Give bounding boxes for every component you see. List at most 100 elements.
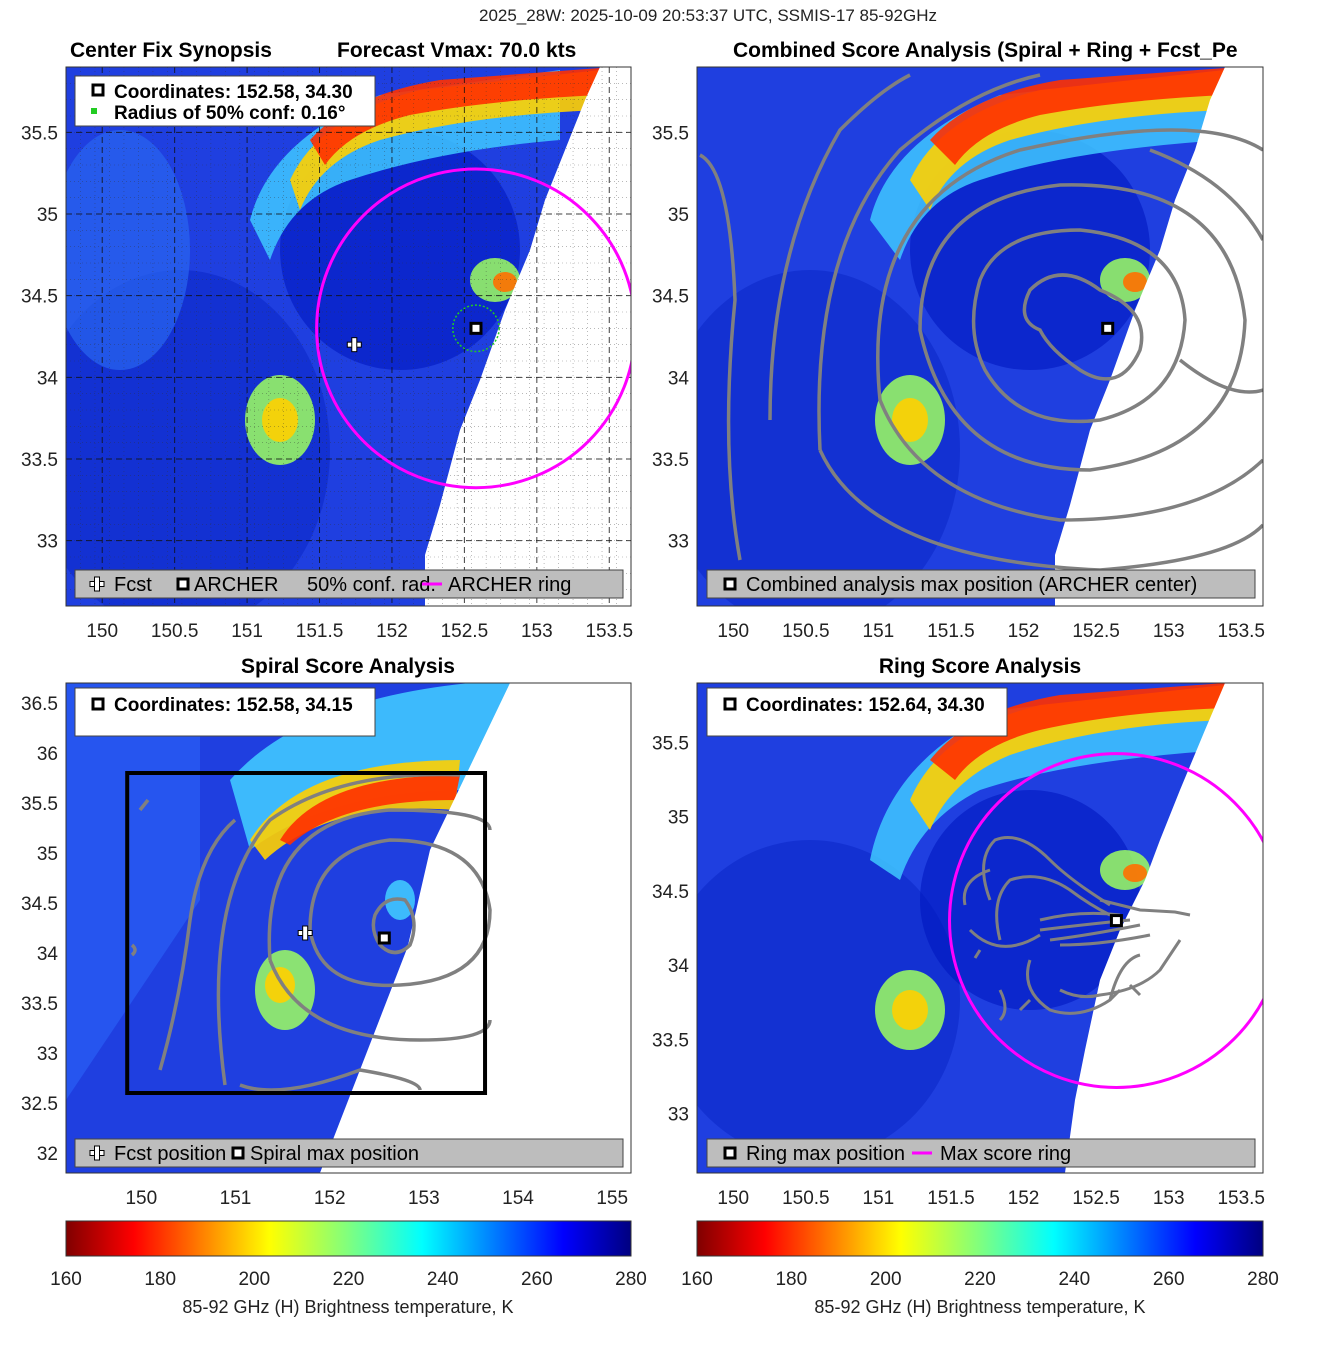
p1-xtick-0: 150	[86, 621, 118, 642]
panel2-ytick-labels: 33 33.5 34 34.5 35 35.5	[652, 123, 689, 552]
panel1-fcst-marker-v	[351, 337, 358, 353]
colorbar-right-ticks: 160 180 200 220 240 260 280	[681, 1269, 1279, 1290]
colorbar-1-tick-4: 240	[1058, 1269, 1090, 1290]
panel3-rainband-core	[280, 775, 460, 845]
p3-ytick-8: 36	[37, 744, 58, 765]
panel3-swath-west	[66, 683, 200, 1100]
panel2-plot-area	[697, 67, 1263, 606]
panel4-score-contours	[962, 836, 1191, 1022]
panel2-xtick-labels: 150 150.5 151 151.5 152 152.5 153 153.5	[717, 621, 1265, 642]
panel2-contour-2	[971, 228, 1187, 424]
panel4-ring-max-marker	[1109, 914, 1123, 928]
panel4-contour-6	[1099, 898, 1191, 917]
p4-ytick-0: 33	[668, 1105, 689, 1126]
panel2-axes-frame	[696, 66, 1264, 607]
p4-ytick-4: 35	[668, 808, 689, 829]
panel1-eye-area	[280, 130, 520, 370]
panel1-plot-area	[66, 67, 631, 606]
p2-xtick-0: 150	[717, 621, 749, 642]
p1-xtick-6: 153	[521, 621, 553, 642]
panel3-search-box	[125, 771, 488, 1095]
panel2-cold-region	[697, 270, 960, 606]
p1-ytick-2: 34	[37, 368, 59, 389]
panel1-legend-box	[74, 569, 624, 599]
panel3-spiral-max-marker	[377, 931, 391, 945]
colorbar-0-tick-6: 280	[615, 1269, 647, 1290]
panel2-contour-3	[918, 183, 1247, 472]
p3-ytick-9: 36.5	[21, 694, 58, 715]
panel3-convection-south-core	[265, 967, 295, 1003]
panel2-swath-gap	[1055, 67, 1263, 606]
p3-xtick-4: 154	[502, 1188, 534, 1209]
panel4-info-box	[706, 687, 1008, 737]
panel3-contour-5	[216, 772, 461, 1086]
p3-ytick-1: 32.5	[21, 1094, 58, 1115]
panel1-fcst-marker	[346, 337, 362, 353]
p1-ytick-1: 33.5	[21, 450, 58, 471]
panel1-swath-gap	[425, 67, 631, 606]
panel4-convection-south-core	[892, 990, 928, 1030]
panel1-archer-marker	[469, 321, 483, 335]
panel2-title: Combined Score Analysis (Spiral + Ring +…	[733, 39, 1238, 62]
panel2-contour-11	[1149, 148, 1263, 241]
panel4-contour-1	[995, 875, 1111, 941]
p1-ytick-0: 33	[37, 532, 58, 553]
panel1-ytick-labels: 33 33.5 34 34.5 35 35.5	[21, 123, 58, 552]
panel1-coordinates: Coordinates: 152.58, 34.30	[114, 82, 353, 103]
panel4-info-square-icon	[723, 697, 737, 711]
panel2-rainband-core	[930, 68, 1225, 165]
p2-ytick-3: 34.5	[652, 287, 689, 308]
panel2-eye-area	[910, 130, 1150, 370]
p3-ytick-7: 35.5	[21, 794, 58, 815]
panel4-convection-east-core	[1123, 864, 1147, 882]
colorbar-1-tick-6: 280	[1247, 1269, 1279, 1290]
panel1-legend-fcst: Fcst	[114, 574, 152, 596]
panel4-eye-area	[920, 790, 1140, 1010]
panel3-title: Spiral Score Analysis	[241, 655, 455, 678]
panel2-rainband-mid	[910, 70, 1225, 210]
panel4-title: Ring Score Analysis	[879, 655, 1081, 678]
panel1-archer-marker-square	[469, 321, 483, 335]
p4-ytick-2: 34	[668, 956, 690, 977]
panel1-conf-circle	[452, 304, 500, 353]
p1-ytick-5: 35.5	[21, 123, 58, 144]
p2-xtick-3: 151.5	[927, 621, 975, 642]
p3-ytick-4: 34	[37, 944, 59, 965]
panel3-score-contours	[130, 772, 492, 1092]
colorbar-right-label: 85-92 GHz (H) Brightness temperature, K	[814, 1297, 1145, 1317]
panel4-contour-4	[1026, 953, 1141, 1015]
panel2-contour-4	[876, 128, 1263, 401]
panel1-green-dot-icon	[91, 108, 97, 114]
p3-xtick-3: 153	[408, 1188, 440, 1209]
panel4-legend-square-icon	[723, 1146, 737, 1160]
panel4-contour-5	[1059, 939, 1182, 999]
p3-xtick-5: 155	[596, 1188, 628, 1209]
panel3-contour-2	[308, 838, 492, 988]
panel2-legend-combined: Combined analysis max position (ARCHER c…	[746, 574, 1197, 596]
p4-ytick-5: 35.5	[652, 733, 689, 754]
p1-xtick-3: 151.5	[296, 621, 344, 642]
p3-xtick-2: 152	[314, 1188, 346, 1209]
p2-xtick-7: 153.5	[1217, 621, 1265, 642]
panel3-contour-9	[130, 943, 137, 957]
panel1-band-west	[66, 130, 190, 370]
colorbar-1-tick-3: 220	[964, 1269, 996, 1290]
panel4-axes-frame	[696, 682, 1264, 1174]
panel2-legend-box	[706, 569, 1256, 599]
p2-ytick-1: 33.5	[652, 450, 689, 471]
p2-ytick-0: 33	[668, 532, 689, 553]
panel2-archer-marker	[1101, 321, 1115, 335]
panel2-contour-7	[818, 449, 1263, 572]
p1-xtick-1: 150.5	[151, 621, 199, 642]
panel4-plot-area	[697, 683, 1263, 1173]
p4-xtick-3: 151.5	[927, 1188, 975, 1209]
colorbar-0-tick-0: 160	[50, 1269, 82, 1290]
panel3-info-box	[74, 687, 376, 737]
p3-ytick-2: 33	[37, 1044, 58, 1065]
panel4-contour-core	[1039, 911, 1151, 947]
p2-xtick-2: 151	[863, 621, 895, 642]
panel3-ytick-labels: 32 32.5 33 33.5 34 34.5 35 35.5 36 36.5	[21, 694, 58, 1165]
p2-xtick-4: 152	[1008, 621, 1040, 642]
panel3-legend-spiral: Spiral max position	[250, 1143, 419, 1165]
panel2-contour-9	[699, 153, 742, 561]
